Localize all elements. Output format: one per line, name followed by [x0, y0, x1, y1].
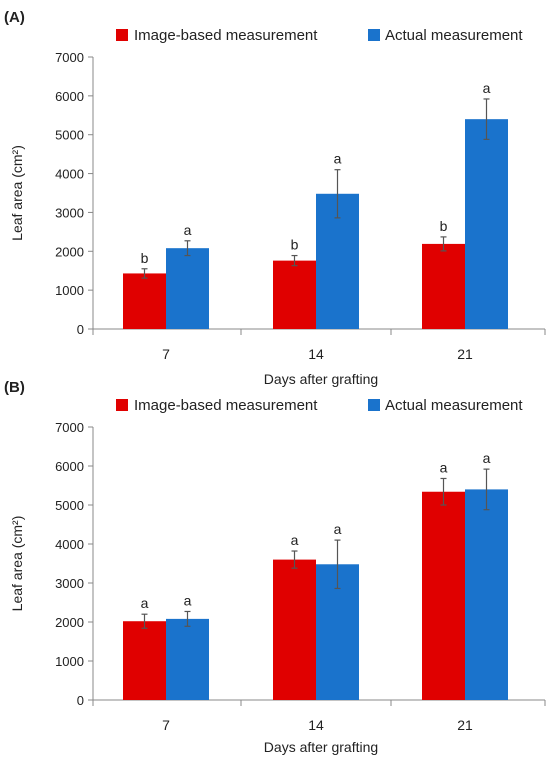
y-tick-label: 0: [77, 322, 84, 337]
error-bar-image-based-day-14: [291, 254, 298, 267]
error-bar-actual-day-21: [483, 468, 490, 511]
error-bar-actual-day-7: [184, 240, 191, 257]
y-axis: 0 1000 2000 3000 4000 5000 6000 7000: [55, 50, 94, 337]
panel-label: (B): [4, 379, 25, 396]
x-axis-title: Days after grafting: [264, 371, 378, 387]
y-tick-label: 3000: [55, 576, 84, 591]
error-bar-image-based-day-14: [291, 550, 298, 569]
legend-label-image-based: Image-based measurement: [134, 397, 318, 414]
plot-area: b a b a b a: [123, 80, 508, 330]
y-tick-label: 0: [77, 693, 84, 708]
bar-actual-day-7: [166, 618, 209, 700]
significance-letter: a: [291, 532, 299, 548]
y-tick-label: 5000: [55, 498, 84, 513]
x-tick-label: 14: [308, 717, 324, 733]
error-bar-image-based-day-21: [440, 477, 447, 506]
error-bar-actual-day-14: [334, 169, 341, 219]
bar-image-based-day-21: [422, 243, 465, 329]
error-bar-image-based-day-7: [141, 613, 148, 629]
significance-letter: a: [440, 459, 448, 475]
error-bar-actual-day-21: [483, 98, 490, 140]
chart-panel-b: (B) Image-based measurement Actual measure…: [4, 379, 546, 755]
legend-swatch-actual: [368, 399, 380, 411]
legend-swatch-image-based: [116, 29, 128, 41]
x-tick-label: 7: [162, 717, 170, 733]
x-tick-label: 14: [308, 346, 324, 362]
error-bar-image-based-day-7: [141, 268, 148, 279]
y-tick-label: 4000: [55, 167, 84, 182]
bar-image-based-day-21: [422, 491, 465, 700]
x-tick-label: 7: [162, 346, 170, 362]
x-axis: 7 14 21: [92, 699, 546, 733]
significance-letter: a: [334, 151, 342, 167]
significance-letter: b: [141, 250, 149, 266]
y-axis-title: Leaf area (cm²): [9, 516, 25, 612]
error-bar-actual-day-14: [334, 539, 341, 590]
legend-label-actual: Actual measurement: [385, 397, 523, 414]
legend-swatch-image-based: [116, 399, 128, 411]
y-tick-label: 2000: [55, 615, 84, 630]
x-tick-label: 21: [457, 717, 473, 733]
bar-actual-day-21: [465, 119, 508, 330]
error-bar-actual-day-7: [184, 610, 191, 627]
y-axis: 0 1000 2000 3000 4000 5000 6000 7000: [55, 420, 94, 708]
y-tick-label: 7000: [55, 420, 84, 435]
legend-label-image-based: Image-based measurement: [134, 27, 318, 44]
bar-actual-day-21: [465, 489, 508, 700]
significance-letter: a: [141, 595, 149, 611]
y-tick-label: 4000: [55, 537, 84, 552]
significance-letter: a: [483, 80, 491, 96]
significance-letter: a: [184, 222, 192, 238]
y-tick-label: 1000: [55, 654, 84, 669]
y-tick-label: 1000: [55, 283, 84, 298]
legend: Image-based measurement Actual measuremen…: [116, 27, 523, 44]
chart-panel-a: (A) Image-based measurement Actual measure…: [4, 9, 546, 387]
x-tick-label: 21: [457, 346, 473, 362]
bar-actual-day-7: [166, 248, 209, 329]
x-axis-title: Days after grafting: [264, 739, 378, 755]
bar-image-based-day-14: [273, 559, 316, 700]
significance-letter: b: [440, 218, 448, 234]
legend: Image-based measurement Actual measuremen…: [116, 397, 523, 414]
y-tick-label: 3000: [55, 205, 84, 220]
bar-image-based-day-7: [123, 621, 166, 700]
y-tick-label: 5000: [55, 128, 84, 143]
significance-letter: a: [334, 521, 342, 537]
error-bar-image-based-day-21: [440, 236, 447, 252]
legend-swatch-actual: [368, 29, 380, 41]
panel-label: (A): [4, 9, 25, 26]
y-tick-label: 6000: [55, 89, 84, 104]
y-tick-label: 7000: [55, 50, 84, 65]
y-axis-title: Leaf area (cm²): [9, 145, 25, 241]
y-tick-label: 6000: [55, 459, 84, 474]
x-axis: 7 14 21: [92, 328, 546, 362]
bar-image-based-day-14: [273, 260, 316, 329]
legend-label-actual: Actual measurement: [385, 27, 523, 44]
y-tick-label: 2000: [55, 244, 84, 259]
significance-letter: a: [184, 592, 192, 608]
significance-letter: a: [483, 450, 491, 466]
bar-image-based-day-7: [123, 273, 166, 329]
significance-letter: b: [291, 237, 299, 253]
plot-area: a a a a a a: [123, 450, 508, 700]
